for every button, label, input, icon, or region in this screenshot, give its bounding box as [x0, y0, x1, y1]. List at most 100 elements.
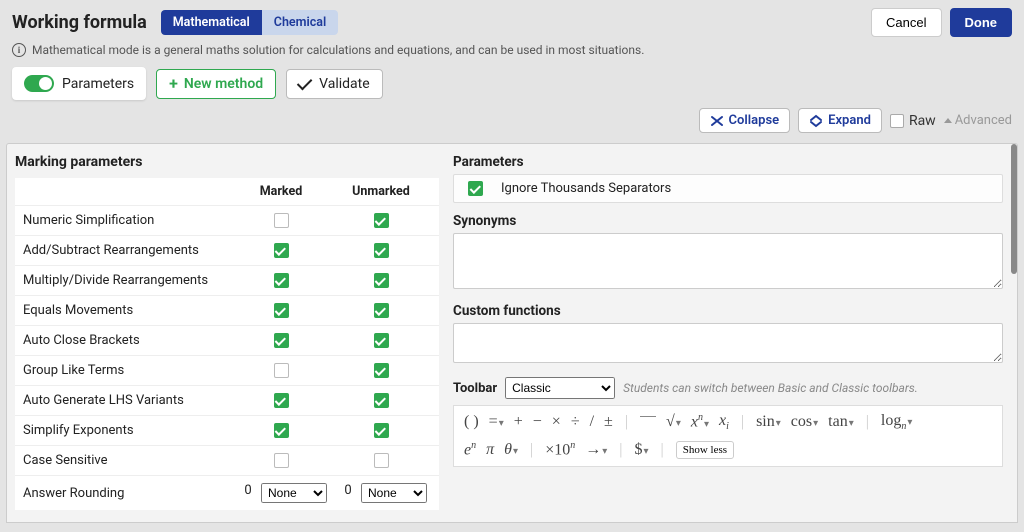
table-row: Case Sensitive [15, 445, 439, 475]
plus-icon: + [169, 76, 178, 92]
raw-label: Raw [909, 113, 936, 129]
marking-table: Marked Unmarked Numeric SimplificationAd… [15, 178, 439, 510]
tb-frac[interactable] [640, 416, 656, 424]
unmarked-checkbox[interactable] [374, 273, 389, 288]
tb-sqrt[interactable]: √▾ [666, 413, 681, 431]
unmarked-checkbox[interactable] [374, 363, 389, 378]
tb-cos[interactable]: cos▾ [791, 413, 818, 431]
cancel-button[interactable]: Cancel [871, 8, 941, 37]
unmarked-checkbox[interactable] [374, 453, 389, 468]
tb-times[interactable]: × [552, 413, 561, 431]
unmarked-checkbox[interactable] [374, 213, 389, 228]
page-title: Working formula [12, 12, 147, 33]
marking-row-label: Auto Generate LHS Variants [23, 393, 231, 408]
tb-en[interactable]: en [464, 440, 476, 459]
expand-button[interactable]: Expand [798, 108, 882, 133]
new-method-button[interactable]: + New method [156, 69, 276, 99]
parameters-toggle-label: Parameters [62, 76, 134, 92]
marked-checkbox[interactable] [274, 213, 289, 228]
marked-checkbox[interactable] [274, 273, 289, 288]
marked-checkbox[interactable] [274, 453, 289, 468]
marking-parameters-heading: Marking parameters [15, 154, 439, 170]
table-row: Auto Close Brackets [15, 325, 439, 355]
tb-xi[interactable]: xi [719, 412, 729, 432]
tb-div[interactable]: ÷ [571, 413, 580, 431]
table-row: Auto Generate LHS Variants [15, 385, 439, 415]
table-row: Numeric Simplification [15, 205, 439, 235]
synonyms-heading: Synonyms [453, 213, 1003, 229]
tb-paren[interactable]: ( ) [464, 413, 479, 431]
tb-pm[interactable]: ± [604, 413, 613, 431]
col-unmarked: Unmarked [331, 184, 431, 199]
tb-times10n[interactable]: ×10n [545, 440, 575, 459]
check-icon [297, 74, 313, 90]
info-text: Mathematical mode is a general maths sol… [32, 43, 644, 57]
marking-row-label: Add/Subtract Rearrangements [23, 243, 231, 258]
tb-pi[interactable]: π [486, 441, 494, 459]
parameters-heading: Parameters [453, 154, 1003, 170]
show-less-button[interactable]: Show less [676, 441, 734, 459]
unmarked-checkbox[interactable] [374, 303, 389, 318]
tb-plus[interactable]: + [514, 413, 523, 431]
done-button[interactable]: Done [950, 8, 1013, 37]
table-row: Simplify Exponents [15, 415, 439, 445]
custom-functions-textarea[interactable] [453, 323, 1003, 363]
tb-dollar[interactable]: $▾ [634, 441, 648, 459]
ignore-thousands-label: Ignore Thousands Separators [501, 181, 671, 196]
rounding-unmarked-select[interactable]: None [361, 483, 427, 503]
tb-log[interactable]: logn▾ [881, 412, 912, 432]
raw-checkbox-wrap[interactable]: Raw [890, 113, 936, 129]
unmarked-checkbox[interactable] [374, 393, 389, 408]
advanced-label: Advanced [955, 113, 1012, 128]
marking-row-label: Simplify Exponents [23, 423, 231, 438]
collapse-icon [710, 114, 724, 128]
rounding-marked-value: 0 [235, 483, 261, 503]
marking-row-label: Multiply/Divide Rearrangements [23, 273, 231, 288]
marked-checkbox[interactable] [274, 423, 289, 438]
marked-checkbox[interactable] [274, 333, 289, 348]
marking-row-label: Equals Movements [23, 303, 231, 318]
table-row: Equals Movements [15, 295, 439, 325]
tab-mathematical[interactable]: Mathematical [161, 10, 262, 35]
marking-row-label: Auto Close Brackets [23, 333, 231, 348]
toolbar-select[interactable]: Classic [505, 377, 615, 399]
custom-functions-heading: Custom functions [453, 303, 1003, 319]
collapse-button[interactable]: Collapse [699, 108, 791, 133]
advanced-toggle[interactable]: Advanced [944, 113, 1012, 128]
table-row: Multiply/Divide Rearrangements [15, 265, 439, 295]
tb-theta[interactable]: θ▾ [504, 441, 518, 459]
table-row: Group Like Terms [15, 355, 439, 385]
raw-checkbox[interactable] [890, 114, 904, 128]
tb-sin[interactable]: sin▾ [756, 413, 781, 431]
new-method-label: New method [184, 76, 263, 92]
validate-button[interactable]: Validate [286, 69, 383, 99]
tb-arrow[interactable]: →▾ [585, 441, 607, 459]
unmarked-checkbox[interactable] [374, 333, 389, 348]
tb-eq[interactable]: =▾ [489, 413, 504, 431]
unmarked-checkbox[interactable] [374, 243, 389, 258]
marked-checkbox[interactable] [274, 243, 289, 258]
synonyms-textarea[interactable] [453, 233, 1003, 289]
answer-rounding-label: Answer Rounding [23, 486, 231, 501]
tb-xn[interactable]: xn▾ [691, 412, 709, 431]
rounding-unmarked-value: 0 [335, 483, 361, 503]
math-toolbar: ( ) =▾ + − × ÷ / ± | √▾ xn▾ xi | sin▾ co… [453, 405, 1003, 467]
parameters-toggle[interactable] [24, 75, 54, 92]
marking-row-label: Group Like Terms [23, 363, 231, 378]
marking-row-label: Case Sensitive [23, 453, 231, 468]
caret-up-icon [944, 118, 952, 123]
marked-checkbox[interactable] [274, 303, 289, 318]
table-row: Add/Subtract Rearrangements [15, 235, 439, 265]
expand-icon [809, 114, 823, 128]
info-icon: i [12, 43, 26, 57]
unmarked-checkbox[interactable] [374, 423, 389, 438]
validate-label: Validate [319, 76, 370, 92]
rounding-marked-select[interactable]: None [261, 483, 327, 503]
tb-minus[interactable]: − [533, 413, 542, 431]
marked-checkbox[interactable] [274, 393, 289, 408]
tb-slash[interactable]: / [590, 413, 594, 431]
ignore-thousands-checkbox[interactable] [468, 181, 483, 196]
tb-tan[interactable]: tan▾ [828, 413, 854, 431]
marked-checkbox[interactable] [274, 363, 289, 378]
tab-chemical[interactable]: Chemical [262, 10, 338, 35]
